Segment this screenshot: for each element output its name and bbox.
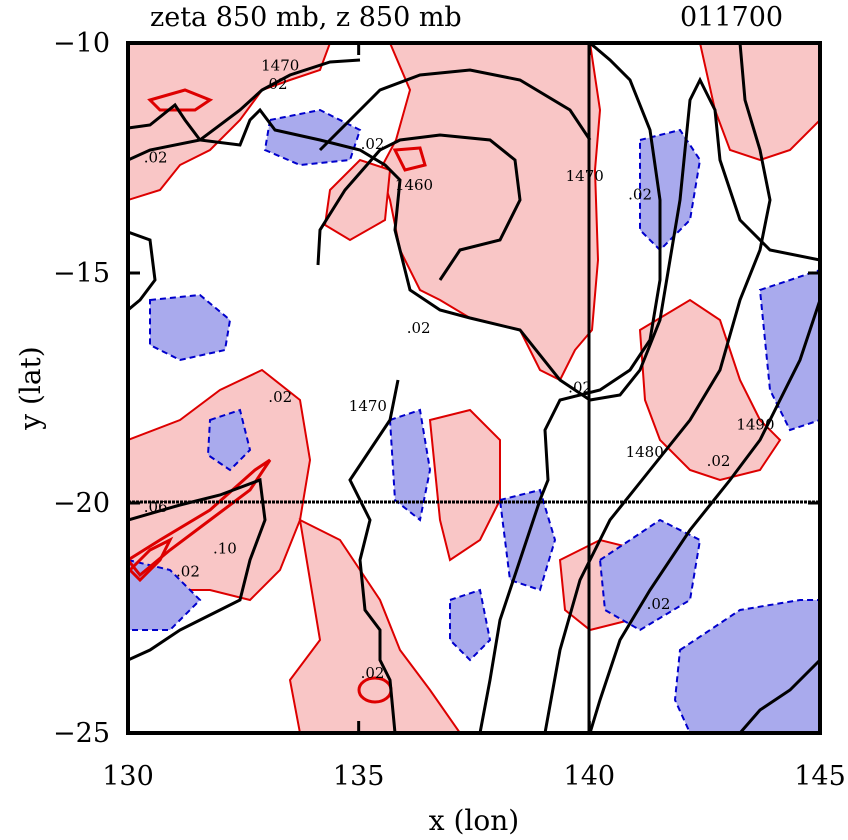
strong-contour-sw-inner: [128, 536, 174, 583]
height-contour-1460-north: [128, 76, 820, 402]
negative-region-11: [449, 588, 492, 662]
y-axis-title: y (lat): [14, 346, 47, 430]
contour-labels: 1470.02.02.0214601470.02.02.021470.02148…: [144, 57, 775, 682]
positive-region-ne: [698, 43, 820, 162]
contour-label: .02: [176, 563, 200, 581]
positive-region-nw-lobe: [323, 158, 392, 242]
negative-region-9: [128, 558, 202, 631]
negative-region-1: [149, 293, 232, 362]
contour-label: 1470: [566, 167, 604, 185]
height-contour-1490: [588, 299, 820, 733]
plot-frame: [126, 41, 822, 735]
contour-label: 1470: [349, 397, 387, 415]
y-tick-label: −10: [53, 28, 110, 59]
contour-label: .10: [213, 540, 237, 558]
positive-region-mid-strip: [428, 408, 501, 562]
y-tick-label: −25: [53, 718, 110, 749]
positive-vorticity-regions: [128, 43, 820, 733]
height-contour-1480: [543, 43, 772, 733]
contour-label: .02: [361, 664, 385, 682]
height-contour-1470-east: [318, 68, 592, 152]
axis-ticks: [126, 41, 822, 735]
height-contours: [128, 43, 820, 733]
contour-label: .02: [568, 379, 592, 397]
x-tick-label: 145: [794, 761, 846, 792]
negative-region-5: [388, 408, 432, 522]
height-contour-1470-north: [128, 58, 361, 162]
plot-area: 1470.02.02.0214601470.02.02.021470.02148…: [128, 43, 820, 733]
x-tick-label: 130: [102, 761, 154, 792]
time-label: 011700: [680, 2, 784, 33]
height-contour-inner-loop: [316, 133, 522, 281]
strong-contour-sw: [128, 458, 272, 578]
x-axis-title: x (lon): [429, 804, 519, 837]
chart-title: zeta 850 mb, z 850 mb: [150, 2, 462, 33]
contour-label: 1480: [626, 443, 664, 461]
contour-label: 1460: [395, 176, 433, 194]
strong-contour-north-1: [147, 88, 214, 112]
contour-label: .02: [264, 75, 288, 93]
contour-label: .02: [268, 388, 292, 406]
negative-region-7: [598, 518, 702, 632]
height-contour-1470-south: [348, 379, 400, 733]
contour-label: .06: [144, 498, 168, 516]
y-tick-label: −20: [53, 488, 110, 519]
contour-label: 1490: [736, 415, 774, 433]
x-tick-label: 135: [333, 761, 385, 792]
positive-region-east-strip: [638, 298, 782, 482]
x-tick-label: 140: [564, 761, 616, 792]
contour-label: .02: [647, 595, 671, 613]
contour-label: .02: [628, 185, 652, 203]
contour-label: .02: [407, 319, 431, 337]
contour-label: .02: [144, 149, 168, 167]
height-contour-1500: [738, 658, 820, 733]
axis-tick-labels: 130 135 140 145 −10 −15 −20 −25: [53, 28, 846, 792]
y-tick-label: −15: [53, 258, 110, 289]
strong-vorticity-contours: [128, 88, 427, 704]
negative-region-8: [673, 599, 820, 733]
grid-lines: [128, 43, 820, 733]
contour-label: .02: [707, 452, 731, 470]
height-contour-1470-right: [478, 43, 662, 733]
contour-label: 1470: [261, 57, 299, 75]
contour-label: .02: [361, 135, 385, 153]
strong-contour-north-2: [392, 146, 427, 172]
height-contour-sw: [128, 477, 267, 662]
negative-region-10: [206, 408, 252, 472]
height-contour-1470-mid: [128, 230, 157, 312]
